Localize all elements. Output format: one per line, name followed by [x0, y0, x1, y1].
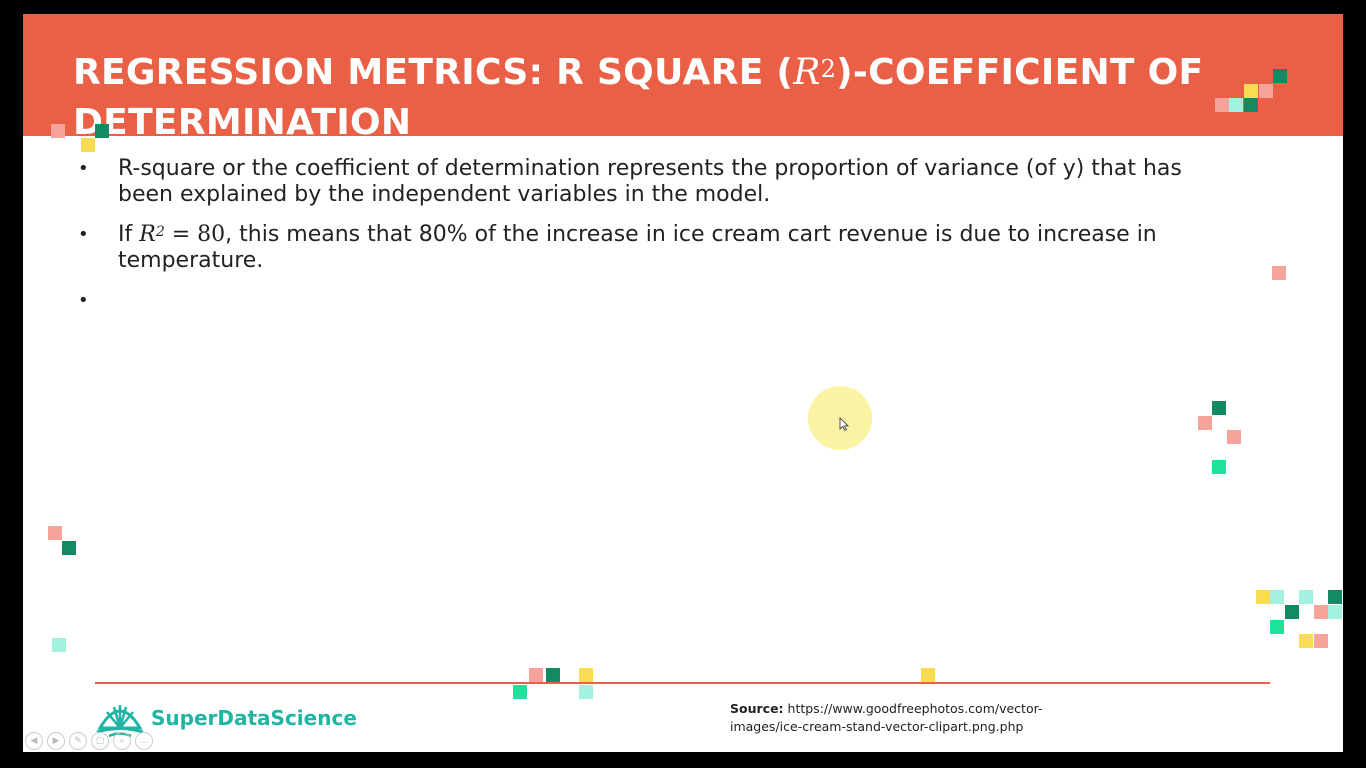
decor-pixel — [51, 124, 65, 138]
bullet-text: , this means that 80% of the increase in… — [118, 222, 1157, 273]
decor-pixel — [1299, 634, 1313, 648]
decor-pixel — [1212, 460, 1226, 474]
next-icon[interactable]: ▶ — [47, 732, 65, 750]
decor-pixel — [1270, 590, 1284, 604]
slideshow-controls: ◀ ▶ ✎ ▢ ⌕ … — [25, 732, 153, 752]
decor-pixel — [529, 668, 543, 682]
title-math-base: R — [793, 52, 821, 93]
slide-title: REGRESSION METRICS: R SQUARE (R2)-COEFFI… — [73, 48, 1213, 148]
decor-pixel — [1285, 605, 1299, 619]
title-prefix: REGRESSION METRICS: R SQUARE ( — [73, 52, 794, 93]
bullet-math-base: R — [139, 222, 156, 247]
decor-pixel — [1256, 590, 1270, 604]
zoom-icon[interactable]: ⌕ — [113, 732, 131, 750]
decor-pixel — [1328, 605, 1342, 619]
bullet-item-empty: • — [78, 288, 1228, 314]
bullet-math: R2 = 80 — [139, 222, 225, 247]
decor-pixel — [921, 668, 935, 682]
decor-pixel — [1244, 98, 1258, 112]
decor-pixel — [1244, 84, 1258, 98]
decor-pixel — [1229, 98, 1243, 112]
previous-icon[interactable]: ◀ — [25, 732, 43, 750]
decor-pixel — [62, 541, 76, 555]
decor-pixel — [48, 526, 62, 540]
footer-divider — [95, 682, 1270, 684]
bullet-text: R-square or the coefficient of determina… — [118, 156, 1182, 207]
slides-icon[interactable]: ▢ — [91, 732, 109, 750]
decor-pixel — [95, 124, 109, 138]
decor-pixel — [546, 668, 560, 682]
title-math: R2 — [793, 52, 836, 93]
decor-pixel — [579, 668, 593, 682]
title-math-exponent: 2 — [820, 55, 837, 83]
decor-pixel — [1198, 416, 1212, 430]
source-url: https://www.goodfreephotos.com/vector-im… — [730, 701, 1043, 734]
bullet-dot: • — [78, 290, 89, 311]
bullet-dot: • — [78, 158, 89, 179]
bullet-math-exponent: 2 — [155, 224, 165, 240]
bullet-list: • R-square or the coefficient of determi… — [78, 156, 1228, 328]
decor-pixel — [1270, 620, 1284, 634]
cursor-arrow-icon — [839, 417, 849, 431]
bullet-dot: • — [78, 224, 89, 245]
source-citation: Source: https://www.goodfreephotos.com/v… — [730, 700, 1090, 736]
decor-pixel — [1215, 98, 1229, 112]
decor-pixel — [1259, 84, 1273, 98]
bullet-item: • R-square or the coefficient of determi… — [78, 156, 1228, 208]
decor-pixel — [579, 685, 593, 699]
bullet-math-rest: = 80 — [164, 222, 226, 247]
decor-pixel — [1328, 590, 1342, 604]
bullet-item: • If R2 = 80, this means that 80% of the… — [78, 222, 1228, 274]
decor-pixel — [1273, 69, 1287, 83]
decor-pixel — [1227, 430, 1241, 444]
decor-pixel — [1212, 401, 1226, 415]
logo-wordmark: SuperDataScience — [151, 706, 357, 730]
more-icon[interactable]: … — [135, 732, 153, 750]
slide-canvas: REGRESSION METRICS: R SQUARE (R2)-COEFFI… — [23, 14, 1343, 752]
decor-pixel — [1272, 266, 1286, 280]
source-label: Source: — [730, 701, 784, 716]
title-bar: REGRESSION METRICS: R SQUARE (R2)-COEFFI… — [23, 14, 1343, 143]
decor-pixel — [81, 138, 95, 152]
decor-pixel — [1314, 634, 1328, 648]
title-suffix: )-COEFFICIENT OF DETERMINATION — [73, 52, 1204, 143]
decor-pixel — [1314, 605, 1328, 619]
decor-pixel — [52, 638, 66, 652]
pen-icon[interactable]: ✎ — [69, 732, 87, 750]
decor-pixel — [513, 685, 527, 699]
decor-pixel — [1299, 590, 1313, 604]
bullet-text-lead: If — [118, 222, 140, 247]
